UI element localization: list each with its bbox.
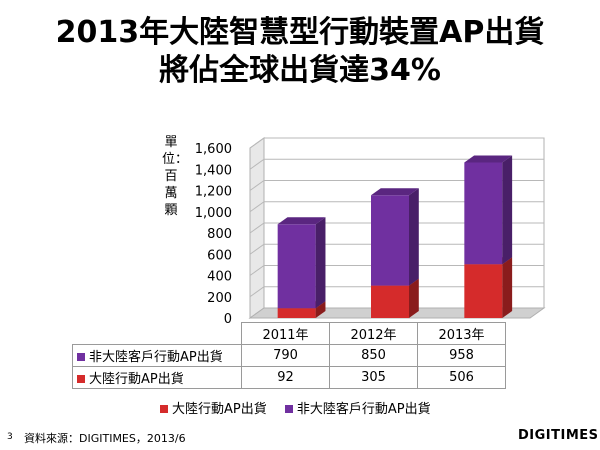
y-tick-label: 1,200 [195, 185, 232, 200]
row-label-text: 非大陸客戶行動AP出貨 [89, 350, 223, 365]
legend-label: 非大陸客戶行動AP出貨 [296, 402, 431, 417]
bar-segment-non-mainland-side [409, 188, 419, 286]
chart-legend: 大陸行動AP出貨 非大陸客戶行動AP出貨 [160, 398, 445, 417]
y-tick-label: 1,000 [195, 206, 232, 221]
gridline [249, 265, 544, 276]
data-value-non-mainland-2013: 958 [417, 344, 506, 367]
y-tick-label: 400 [207, 270, 232, 285]
y-tick-label: 0 [224, 312, 232, 327]
chart-title-line2: 將佔全球出貨達34% [159, 53, 441, 88]
data-value-mainland-2011: 92 [241, 366, 330, 389]
gridline [249, 243, 544, 255]
legend-item-mainland: 大陸行動AP出貨 [160, 398, 267, 417]
digitimes-logo: DIGITIMES [518, 428, 599, 443]
row-label-non-mainland: 非大陸客戶行動AP出貨 [72, 344, 242, 367]
data-value-non-mainland-2011: 790 [241, 344, 330, 367]
bar-segment-non-mainland-top [371, 188, 419, 196]
bar-segment-non-mainland-front [371, 195, 409, 286]
page-number: 3 [7, 432, 13, 442]
bar-segment-non-mainland-front [277, 224, 316, 309]
gridline [249, 158, 544, 170]
table-header-row: 2011年 2012年 2013年 [72, 322, 506, 345]
source-note: 資料來源：DIGITIMES，2013/6 [24, 432, 186, 445]
data-value-mainland-2012: 305 [329, 366, 418, 389]
bar-segment-non-mainland-top [464, 155, 513, 163]
y-tick-label: 1,600 [195, 142, 232, 157]
gridline [249, 201, 544, 213]
y-tick-label: 600 [207, 248, 232, 263]
y-tick-label: 1,400 [195, 163, 232, 178]
bar-segment-mainland-front [277, 308, 316, 318]
table-row-mainland: 大陸行動AP出貨 92 305 506 [72, 366, 506, 389]
table-corner [72, 322, 242, 345]
row-label-text: 大陸行動AP出貨 [89, 372, 184, 387]
stacked-bar-chart: 0 200 400 600 800 1,000 1,200 1,400 1,600 [195, 137, 546, 327]
category-label-2013: 2013年 [417, 322, 506, 345]
red-swatch-icon [160, 405, 168, 413]
bar-segment-non-mainland-top [277, 217, 326, 225]
red-swatch-icon [77, 375, 85, 383]
gridline [249, 137, 544, 149]
bar-segment-non-mainland-front [464, 162, 503, 265]
y-tick-label: 200 [207, 291, 232, 306]
gridline [249, 286, 544, 298]
bar-segment-mainland-side [315, 301, 326, 318]
bar-segment-non-mainland-side [502, 155, 513, 265]
bar-segment-mainland-side [502, 257, 513, 318]
bar-segment-mainland-front [464, 264, 503, 318]
gridline [249, 222, 544, 234]
purple-swatch-icon [77, 353, 85, 361]
data-value-non-mainland-2012: 850 [329, 344, 418, 367]
gridline [249, 180, 544, 191]
legend-item-non-mainland: 非大陸客戶行動AP出貨 [284, 398, 431, 417]
chart-title-line1: 2013年大陸智慧型行動裝置AP出貨 [55, 15, 545, 50]
table-row-non-mainland: 非大陸客戶行動AP出貨 790 850 958 [72, 344, 506, 367]
bar-segment-non-mainland-side [315, 217, 326, 309]
category-label-2012: 2012年 [329, 322, 418, 345]
bar-segment-mainland-front [371, 285, 409, 318]
data-table: 2011年 2012年 2013年 非大陸客戶行動AP出貨 790 850 95… [72, 322, 506, 389]
legend-label: 大陸行動AP出貨 [172, 402, 267, 417]
bar-segment-mainland-side [409, 278, 419, 318]
purple-swatch-icon [284, 405, 293, 413]
row-label-mainland: 大陸行動AP出貨 [72, 366, 242, 389]
category-label-2011: 2011年 [241, 322, 330, 345]
y-tick-label: 800 [207, 227, 232, 242]
data-value-mainland-2013: 506 [417, 366, 506, 389]
